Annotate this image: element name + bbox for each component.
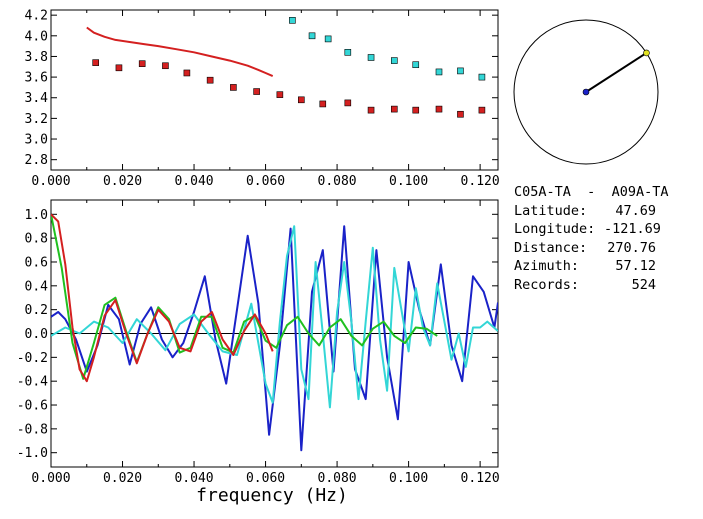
y-tick-label: 0.4	[25, 279, 49, 294]
data-point	[435, 68, 443, 76]
series-line-3	[51, 213, 274, 383]
data-point	[115, 64, 123, 72]
info-row-latitude: Latitude: 47.69	[514, 202, 668, 221]
data-point	[390, 57, 398, 64]
y-tick-label: 3.4	[25, 91, 49, 106]
info-row-distance: Distance: 270.76	[514, 239, 668, 258]
station-a: C05A-TA	[514, 184, 571, 200]
info-row-records: Records: 524	[514, 276, 668, 295]
data-point	[367, 54, 375, 61]
series-line-2	[51, 214, 438, 380]
x-tick-label: 0.060	[246, 174, 285, 189]
data-point	[324, 35, 332, 43]
x-tick-label: 0.080	[318, 174, 357, 189]
data-point	[253, 88, 260, 95]
y-tick-label: 1.0	[25, 208, 48, 223]
origin-marker	[582, 88, 590, 96]
x-tick-label: 0.060	[246, 471, 285, 486]
data-point	[206, 76, 214, 84]
plot-frame	[50, 9, 499, 171]
x-tick-label: 0.020	[103, 471, 142, 486]
y-tick-label: 0.2	[25, 303, 48, 318]
info-value: 47.69	[615, 202, 656, 219]
data-point	[390, 105, 398, 113]
info-value: 270.76	[607, 239, 656, 256]
data-point	[138, 60, 146, 67]
y-tick-label: 3.2	[25, 112, 48, 127]
station-pair: C05A-TA - A09A-TA	[514, 183, 668, 202]
info-value: 524	[631, 276, 656, 293]
series-line-1	[51, 225, 498, 409]
y-tick-label: 0.8	[25, 232, 48, 247]
data-point	[478, 106, 486, 114]
info-row-longitude: Longitude: -121.69	[514, 220, 668, 239]
data-point	[183, 69, 191, 77]
x-tick-label: 0.120	[461, 471, 500, 486]
y-tick-label: 3.8	[25, 50, 48, 65]
dispersion-plot: 0.000 0.020 0.040 0.060 0.080 0.100 0.120 2.8 3.…	[25, 9, 500, 189]
info-value: 57.12	[615, 258, 656, 274]
data-point	[92, 59, 99, 66]
x-tick-label: 0.000	[31, 174, 70, 189]
x-tick-label: 0.100	[389, 174, 428, 189]
x-axis-title: frequency (Hz)	[196, 485, 348, 506]
data-point	[367, 106, 375, 114]
data-point	[344, 99, 352, 107]
data-point	[412, 106, 420, 114]
series-line-0	[86, 26, 274, 78]
azimuth-line	[585, 52, 648, 93]
info-row-azimuth: Azimuth: 57.12	[514, 257, 668, 276]
info-label: Records:	[514, 276, 580, 293]
y-tick-label: 3.0	[25, 133, 48, 148]
data-point	[298, 96, 305, 104]
x-tick-label: 0.000	[31, 471, 70, 486]
azimuth-compass	[513, 19, 659, 165]
x-tick-label: 0.040	[174, 471, 213, 486]
compass-ring	[513, 19, 659, 165]
x-tick-label: 0.040	[174, 174, 213, 189]
y-tick-label: 0.0	[25, 327, 48, 342]
x-tick-label: 0.100	[389, 471, 428, 486]
data-point	[344, 49, 352, 56]
data-point	[478, 73, 486, 81]
info-label: Distance:	[514, 239, 588, 256]
station-separator: -	[587, 184, 596, 200]
y-tick-label: -0.6	[17, 399, 48, 414]
y-tick-label: -0.8	[17, 422, 48, 437]
y-tick-label: -1.0	[17, 446, 48, 461]
data-point	[289, 17, 296, 24]
info-label: Longitude:	[514, 221, 596, 237]
data-point	[319, 100, 327, 108]
data-point	[435, 105, 443, 113]
station-b: A09A-TA	[611, 184, 669, 200]
station-info-panel: C05A-TA - A09A-TA Latitude: 47.69 Longitu…	[514, 183, 668, 294]
data-point	[412, 61, 420, 69]
data-point	[162, 62, 169, 70]
data-point	[457, 110, 464, 118]
info-value: -121.69	[604, 221, 661, 237]
x-tick-label: 0.120	[461, 174, 500, 189]
y-tick-label: -0.4	[17, 375, 48, 390]
y-tick-label: 0.6	[25, 255, 48, 270]
y-tick-label: 2.8	[25, 153, 48, 168]
data-point	[308, 32, 316, 40]
info-label: Latitude:	[514, 202, 588, 219]
info-label: Azimuth:	[514, 258, 580, 274]
x-tick-label: 0.080	[318, 471, 357, 486]
y-tick-label: 4.2	[25, 9, 48, 24]
data-point	[230, 84, 237, 91]
y-tick-label: 4.0	[25, 29, 48, 44]
correlation-plot: 0.000 0.020 0.040 0.060 0.080 0.100 0.120 1.0 0.…	[17, 199, 500, 486]
x-tick-label: 0.020	[103, 174, 142, 189]
data-point	[457, 67, 464, 75]
y-tick-label: -0.2	[17, 351, 48, 366]
station-marker	[643, 49, 650, 57]
data-point	[276, 91, 284, 98]
y-tick-label: 3.6	[25, 71, 48, 86]
